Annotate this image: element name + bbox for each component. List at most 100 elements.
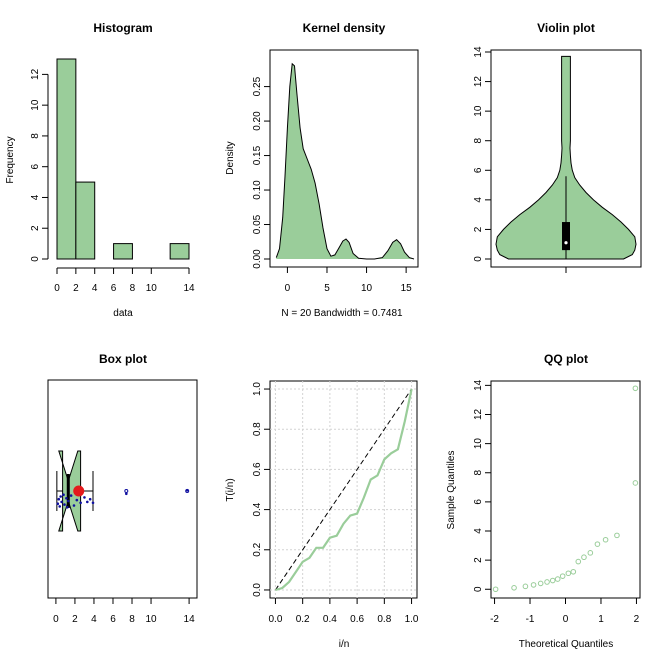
violin-y-tick-label: 14 (473, 46, 484, 58)
histogram-y-tick-label: 10 (30, 99, 41, 111)
qq-point (544, 579, 550, 585)
qq-point (570, 568, 577, 575)
histogram-x-tick-label: 14 (183, 283, 195, 294)
box-jitter-point (85, 500, 89, 504)
qq-x-tick-label: -2 (490, 614, 499, 625)
box-x-tick-label: 4 (91, 614, 97, 625)
histogram-y-tick-label: 4 (30, 194, 41, 200)
histogram-y-tick-label: 8 (30, 133, 41, 139)
density-title: Kernel density (303, 21, 386, 35)
ttt-x-tick-label: 1.0 (405, 614, 419, 625)
box-jitter-point (57, 497, 61, 501)
qq-point (575, 558, 582, 565)
ttt-y-tick-label: 0.8 (252, 422, 263, 436)
qq-point (549, 577, 556, 584)
qq-point (554, 576, 561, 582)
box-jitter-point (60, 500, 63, 504)
violin-y-tick-label: 2 (473, 226, 484, 232)
box-x-tick-label: 10 (145, 614, 157, 625)
histogram-x-tick-label: 6 (111, 283, 117, 294)
density-x-tick-label: 10 (361, 283, 373, 294)
box-outlier (124, 489, 129, 493)
violin-y-tick-label: 4 (473, 197, 484, 203)
density-x-tick-label: 0 (285, 283, 291, 294)
box-jitter-point (83, 496, 86, 499)
ttt-y-tick-label: 1.0 (252, 382, 263, 396)
box-jitter-point (88, 497, 92, 501)
qq-y-tick-label: 6 (473, 499, 484, 505)
violin-shape (495, 55, 637, 260)
histogram-x-label: data (113, 308, 133, 319)
violin-y-tick-label: 6 (473, 167, 484, 173)
violin-y-tick-label: 10 (473, 105, 484, 117)
qq-y-tick-label: 12 (473, 408, 484, 420)
ttt-plot-frame (269, 380, 418, 599)
box-jitter-point (66, 499, 70, 503)
qq-y-tick-label: 0 (473, 586, 484, 592)
qq-point (565, 570, 572, 577)
qq-point (492, 586, 499, 593)
histogram-y-tick-label: 6 (30, 163, 41, 169)
violin-y-tick-label: 12 (473, 76, 484, 88)
histogram-x-tick-label: 8 (130, 283, 136, 294)
qq-x-label: Theoretical Quantiles (519, 639, 614, 650)
qq-y-tick-label: 4 (473, 528, 484, 534)
qq-point (614, 532, 620, 539)
ttt-x-tick-label: 0.4 (323, 614, 337, 625)
ttt-x-label: i/n (339, 639, 350, 650)
histogram-bar (169, 243, 190, 260)
qq-x-tick-label: 0 (563, 614, 569, 625)
histogram-x-tick-label: 0 (54, 283, 60, 294)
ttt-x-tick-label: 0.2 (296, 614, 310, 625)
violin-title: Violin plot (537, 21, 595, 35)
histogram-y-tick-label: 12 (30, 68, 41, 80)
box-x-tick-label: 2 (72, 614, 78, 625)
density-area (276, 63, 414, 259)
density-curve (275, 62, 415, 260)
qq-point (530, 582, 537, 588)
box-jitter-point (91, 501, 95, 505)
histogram-x-tick-label: 4 (92, 283, 98, 294)
violin-y-tick-label: 0 (473, 256, 484, 262)
qq-point (537, 580, 544, 587)
ttt-y-tick-label: 0.6 (252, 462, 263, 476)
box-plot-frame (47, 379, 198, 599)
ttt-x-tick-label: 0.8 (377, 614, 391, 625)
qq-y-tick-label: 14 (473, 379, 484, 391)
box-jitter-point (56, 502, 60, 506)
qq-x-tick-label: 2 (634, 614, 640, 625)
qq-point (581, 554, 587, 561)
density-subtitle: N = 20 Bandwidth = 0.7481 (281, 308, 403, 319)
histogram-bar (75, 181, 96, 260)
box-jitter-point (79, 501, 82, 505)
qq-title: QQ plot (544, 352, 588, 366)
density-y-label: Density (225, 141, 236, 174)
density-y-tick-label: 0.10 (252, 180, 263, 200)
histogram-x-tick-label: 2 (73, 283, 79, 294)
violin-panel: Violin plot 0 2 4 6 8 10 12 14 (473, 21, 642, 273)
qq-y-tick-label: 10 (473, 438, 484, 450)
qq-point (594, 541, 601, 547)
box-jitter-point (72, 504, 76, 507)
histogram-y-label: Frequency (5, 136, 16, 183)
histogram-bar (56, 58, 77, 260)
violin-median-dot (564, 241, 568, 245)
kernel-density-panel: Kernel density 0 5 10 15 0.00 0.05 0.10 0.15 0.20… (225, 21, 419, 319)
ttt-curve (275, 388, 413, 592)
ttt-y-tick-label: 0.0 (252, 583, 263, 597)
qq-y-label: Sample Quantiles (446, 451, 457, 530)
box-x-tick-label: 8 (129, 614, 135, 625)
qq-point (602, 536, 609, 543)
qq-point (632, 480, 639, 486)
histogram-y-tick-label: 2 (30, 225, 41, 231)
box-jitter-point (75, 498, 79, 502)
density-x-tick-label: 5 (324, 283, 330, 294)
density-plot-frame (269, 49, 419, 268)
qq-point (511, 585, 517, 591)
qq-point (522, 583, 529, 590)
density-y-tick-label: 0.20 (252, 111, 263, 131)
box-jitter-point (66, 506, 69, 509)
density-y-tick-label: 0.05 (252, 214, 263, 234)
